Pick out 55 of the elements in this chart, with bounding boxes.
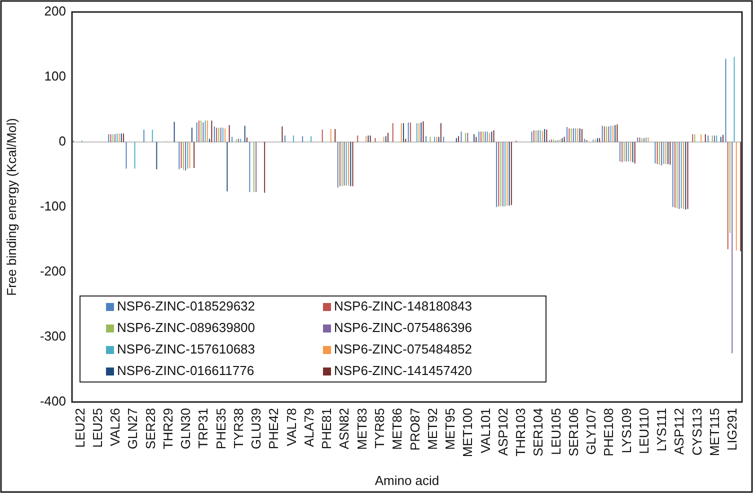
x-tick-label: LEU22: [72, 408, 88, 448]
x-tick-label: PHE108: [601, 408, 616, 456]
legend-label: NSP6-ZINC-075486396: [334, 320, 472, 335]
x-tick-label: VAL78: [284, 408, 299, 446]
y-tick-label: -200: [40, 263, 66, 278]
y-tick-label: 100: [44, 68, 66, 84]
y-tick-label: -400: [40, 393, 66, 408]
legend-label: NSP6-ZINC-018529632: [117, 298, 256, 314]
x-tick-label: GLN27: [125, 408, 140, 450]
legend-label: NSP6-ZINC-157610683: [117, 341, 256, 356]
legend-label: NSP6-ZINC-089639800: [117, 320, 256, 335]
x-tick-label: GLY107: [584, 408, 599, 455]
x-axis-title: Amino acid: [374, 473, 440, 488]
legend-label: NSP6-ZINC-075484852: [334, 341, 472, 356]
x-tick-label: LYS111: [654, 408, 670, 452]
x-tick-label: GLN30: [178, 408, 194, 450]
x-tick-label: VAL26: [108, 408, 123, 446]
x-tick-label: SER28: [142, 408, 158, 450]
y-tick-label: -100: [40, 198, 66, 214]
x-tick-label: CYS113: [689, 408, 704, 456]
x-tick-label: MET115: [706, 408, 722, 456]
x-tick-label: LYS109: [618, 408, 634, 454]
x-tick-label: LIG291: [724, 408, 740, 451]
x-tick-label: THR29: [160, 408, 176, 450]
y-tick-label: 0: [58, 133, 66, 148]
x-tick-label: PHE42: [266, 408, 282, 450]
x-tick-label: LEU110: [636, 408, 652, 454]
x-tick-label: ASP112: [672, 408, 687, 455]
x-tick-label: TYR38: [230, 408, 246, 448]
x-tick-label: MET92: [424, 408, 440, 450]
x-tick-label: SER104: [530, 408, 546, 456]
y-tick-label: 200: [44, 3, 66, 18]
legend-label: NSP6-ZINC-148180843: [334, 298, 472, 314]
x-tick-label: PHE35: [213, 408, 228, 450]
legend-label: NSP6-ZINC-016611776: [117, 362, 254, 378]
x-tick-label: THR103: [513, 408, 528, 456]
x-tick-label: VAL101: [478, 408, 493, 454]
x-tick-label: ASP102: [495, 408, 510, 456]
y-axis-title: Free binding energy (Kcal/Mol): [4, 118, 19, 296]
legend-label: NSP6-ZINC-141457420: [334, 362, 472, 378]
x-tick-label: MET100: [460, 408, 476, 458]
x-tick-label: LEU105: [548, 408, 564, 455]
y-tick-label: -300: [40, 328, 66, 344]
x-tick-label: GLU39: [248, 408, 264, 450]
x-tick-label: PHE81: [319, 408, 334, 450]
x-tick-label: LEU25: [90, 408, 105, 448]
x-tick-label: TRP31: [196, 408, 211, 448]
x-tick-label: TYR85: [372, 408, 387, 448]
x-tick-label: ALA79: [301, 408, 316, 448]
x-tick-label: MET95: [442, 408, 458, 450]
x-tick-label: MET83: [354, 408, 370, 450]
x-tick-label: ASN82: [336, 408, 352, 450]
x-tick-label: MET86: [390, 408, 405, 450]
x-tick-label: SER106: [566, 408, 581, 456]
x-tick-label: PRO87: [407, 408, 422, 451]
